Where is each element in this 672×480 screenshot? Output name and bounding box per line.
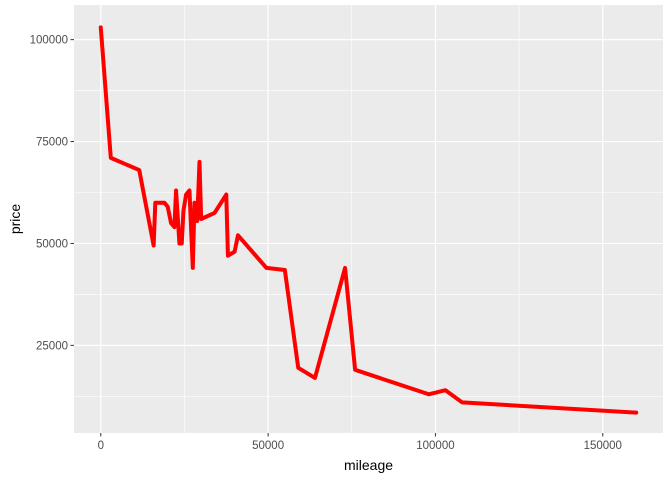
plot-panel <box>74 5 663 433</box>
y-axis-title: price <box>7 204 23 235</box>
y-axis: 25000 50000 75000 100000 <box>30 35 74 352</box>
x-tick-label: 100000 <box>416 440 454 452</box>
x-axis-title: mileage <box>344 457 393 473</box>
grid-major <box>74 5 663 433</box>
series-layer <box>98 25 639 415</box>
y-tick-label: 75000 <box>36 137 68 149</box>
grid-minor <box>74 5 663 433</box>
y-tick-label: 25000 <box>36 340 68 352</box>
x-tick-label: 150000 <box>584 440 622 452</box>
x-axis: 0 50000 100000 150000 <box>98 433 622 452</box>
x-tick-label: 0 <box>98 440 104 452</box>
x-tick-label: 50000 <box>252 440 284 452</box>
y-tick-label: 50000 <box>36 238 68 250</box>
series-line <box>98 25 639 415</box>
y-tick-label: 100000 <box>30 35 68 47</box>
